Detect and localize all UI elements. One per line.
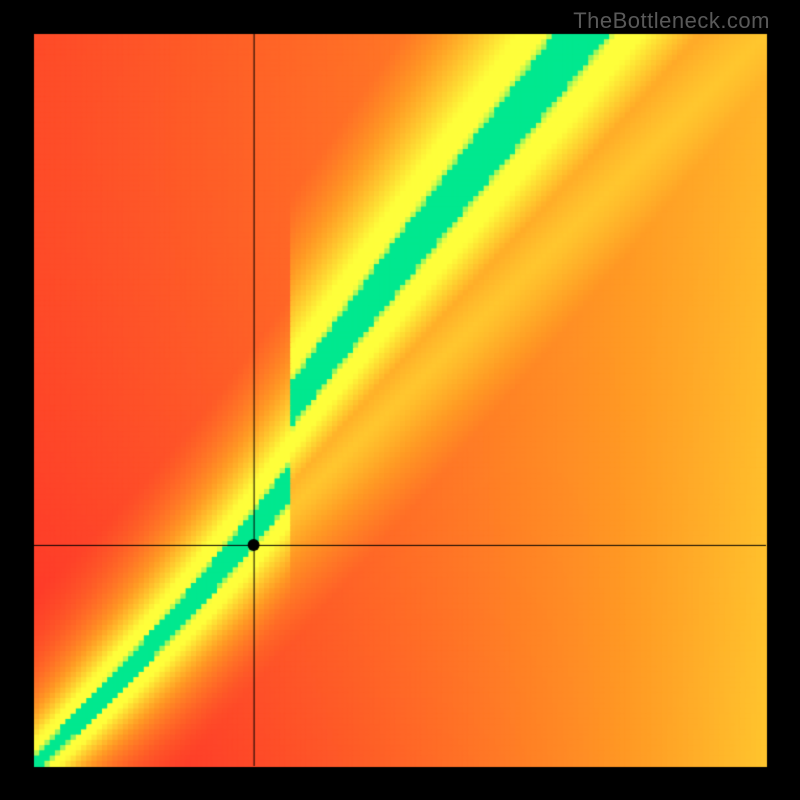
chart-container: TheBottleneck.com [0, 0, 800, 800]
bottleneck-heatmap [0, 0, 800, 800]
watermark-text: TheBottleneck.com [573, 8, 770, 34]
